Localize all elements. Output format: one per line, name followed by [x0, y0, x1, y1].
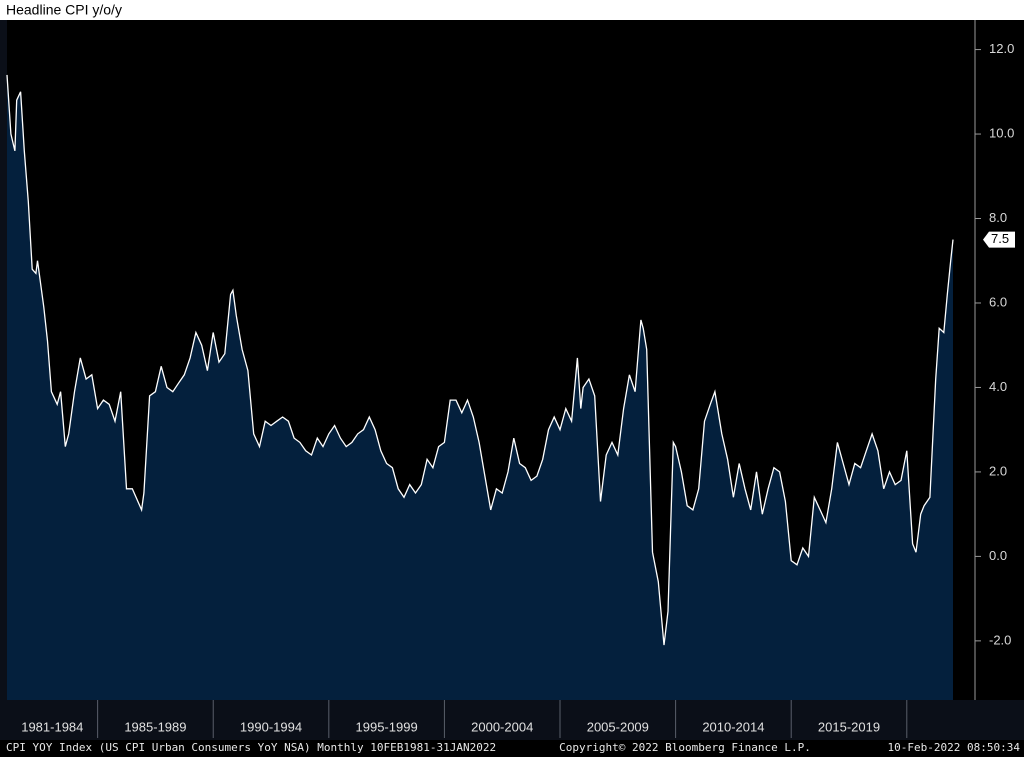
y-tick-label: 4.0 — [989, 379, 1007, 394]
series-line — [6, 74, 954, 646]
footer-right: 10-Feb-2022 08:50:34 — [888, 741, 1021, 754]
last-value-tag — [983, 231, 1015, 248]
left-edge — [0, 20, 7, 700]
footer-left: CPI YOY Index (US CPI Urban Consumers Yo… — [6, 741, 496, 754]
area-fill — [7, 74, 953, 700]
plot — [6, 74, 954, 700]
x-band-label: 1995-1999 — [356, 719, 418, 734]
y-tick-label: 10.0 — [989, 125, 1014, 140]
y-tick-label: -2.0 — [989, 632, 1011, 647]
x-band-label: 2005-2009 — [587, 719, 649, 734]
y-tick-label: 8.0 — [989, 210, 1007, 225]
title-bar — [0, 0, 1024, 20]
chart-title: Headline CPI y/o/y — [6, 2, 122, 18]
footer-middle: Copyright© 2022 Bloomberg Finance L.P. — [559, 741, 811, 754]
y-tick-label: 2.0 — [989, 463, 1007, 478]
y-tick-label: 12.0 — [989, 41, 1014, 56]
y-tick-label: 0.0 — [989, 548, 1007, 563]
x-axis-bar — [0, 700, 1024, 740]
footer-bar — [0, 740, 1024, 757]
y-tick-label: 6.0 — [989, 294, 1007, 309]
x-band-label: 1990-1994 — [240, 719, 302, 734]
x-band-label: 2010-2014 — [702, 719, 764, 734]
x-band-label: 1981-1984 — [21, 719, 83, 734]
last-value-label: 7.5 — [991, 231, 1009, 246]
x-band-label: 2015-2019 — [818, 719, 880, 734]
x-band-label: 1985-1989 — [124, 719, 186, 734]
x-band-label: 2000-2004 — [471, 719, 533, 734]
